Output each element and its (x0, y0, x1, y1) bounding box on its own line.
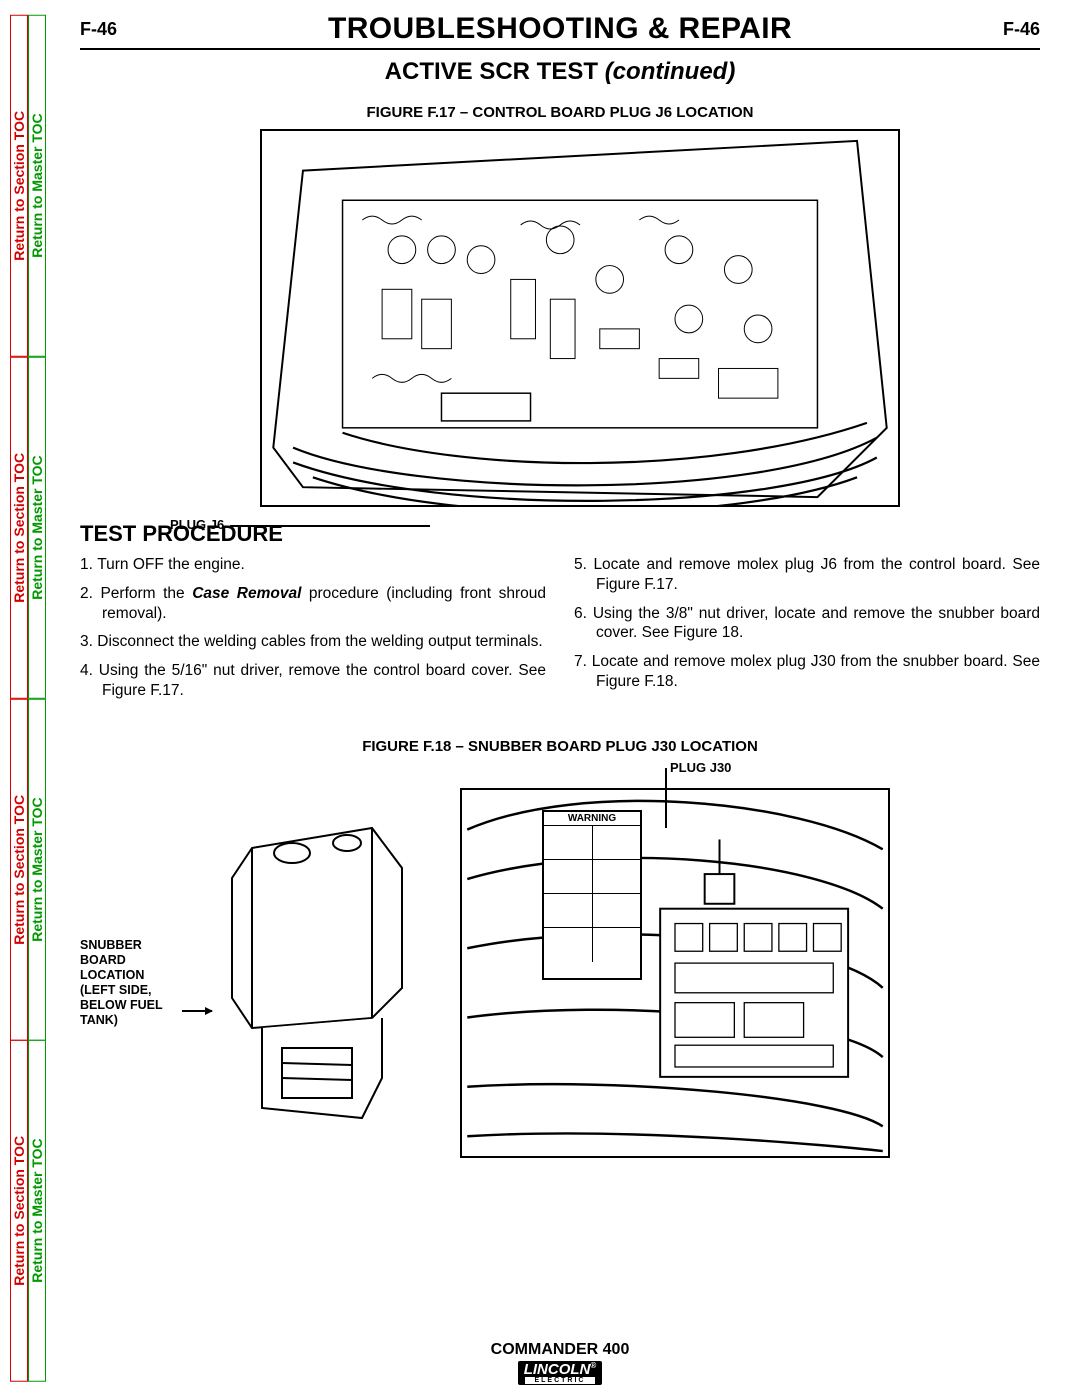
section-title: TROUBLESHOOTING & REPAIR (328, 12, 792, 46)
snubber-location-label: SNUBBER BOARD LOCATION (LEFT SIDE, BELOW… (80, 938, 180, 1028)
step-3: 3. Disconnect the welding cables from th… (80, 632, 546, 652)
side-nav-tabs: Return to Section TOC Return to Section … (10, 15, 46, 1382)
page-number-right: F-46 (1003, 19, 1040, 40)
snubber-board-illustration (462, 790, 888, 1156)
step-6: 6. Using the 3/8" nut driver, locate and… (574, 604, 1040, 644)
step-2: 2. Perform the Case Removal procedure (i… (80, 584, 546, 624)
step-7: 7. Locate and remove molex plug J30 from… (574, 652, 1040, 692)
test-title: ACTIVE SCR TEST (continued) (80, 58, 1040, 86)
step-5: 5. Locate and remove molex plug J6 from … (574, 555, 1040, 595)
plug-j6-leader-line (230, 525, 430, 527)
warning-heading: WARNING (544, 812, 640, 826)
procedure-col-right: 5. Locate and remove molex plug J6 from … (574, 555, 1040, 710)
figure17-image (260, 129, 900, 507)
page-content: F-46 TROUBLESHOOTING & REPAIR F-46 ACTIV… (80, 12, 1040, 1387)
return-master-toc-link[interactable]: Return to Master TOC (28, 357, 46, 699)
figure17-caption: FIGURE F.17 – CONTROL BOARD PLUG J6 LOCA… (80, 104, 1040, 121)
step-4: 4. Using the 5/16" nut driver, remove th… (80, 661, 546, 701)
page-header: F-46 TROUBLESHOOTING & REPAIR F-46 (80, 12, 1040, 50)
return-master-toc-link[interactable]: Return to Master TOC (28, 699, 46, 1041)
return-section-toc-link[interactable]: Return to Section TOC (10, 1040, 28, 1382)
test-title-main: ACTIVE SCR TEST (385, 58, 605, 85)
master-toc-tabs: Return to Master TOC Return to Master TO… (28, 15, 46, 1382)
model-name: COMMANDER 400 (80, 1341, 1040, 1359)
figure18-caption: FIGURE F.18 – SNUBBER BOARD PLUG J30 LOC… (80, 738, 1040, 755)
page-footer: COMMANDER 400 LINCOLN® ELECTRIC (80, 1341, 1040, 1387)
warning-sticker: WARNING (542, 810, 642, 980)
step-1: 1. Turn OFF the engine. (80, 555, 546, 575)
brand-sub: ELECTRIC (524, 1377, 597, 1385)
plug-j6-callout: PLUG J6 (170, 517, 224, 532)
figure18-left-iso (192, 818, 432, 1138)
procedure-columns: 1. Turn OFF the engine. 2. Perform the C… (80, 555, 1040, 710)
plug-j30-callout: PLUG J30 (670, 760, 731, 775)
page-number-left: F-46 (80, 19, 117, 40)
return-master-toc-link[interactable]: Return to Master TOC (28, 1040, 46, 1382)
return-master-toc-link[interactable]: Return to Master TOC (28, 15, 46, 357)
return-section-toc-link[interactable]: Return to Section TOC (10, 357, 28, 699)
return-section-toc-link[interactable]: Return to Section TOC (10, 699, 28, 1041)
fuel-tank-illustration (192, 818, 432, 1138)
test-title-continued: (continued) (605, 58, 736, 85)
section-toc-tabs: Return to Section TOC Return to Section … (10, 15, 28, 1382)
brand-name: LINCOLN (524, 1361, 591, 1378)
control-board-illustration (262, 131, 898, 505)
lincoln-logo: LINCOLN® ELECTRIC (518, 1361, 603, 1385)
return-section-toc-link[interactable]: Return to Section TOC (10, 15, 28, 357)
figure18-right-detail: WARNING (460, 788, 890, 1158)
procedure-col-left: 1. Turn OFF the engine. 2. Perform the C… (80, 555, 546, 710)
figure18-row: FIGURE F.18 – SNUBBER BOARD PLUG J30 LOC… (80, 738, 1040, 1178)
